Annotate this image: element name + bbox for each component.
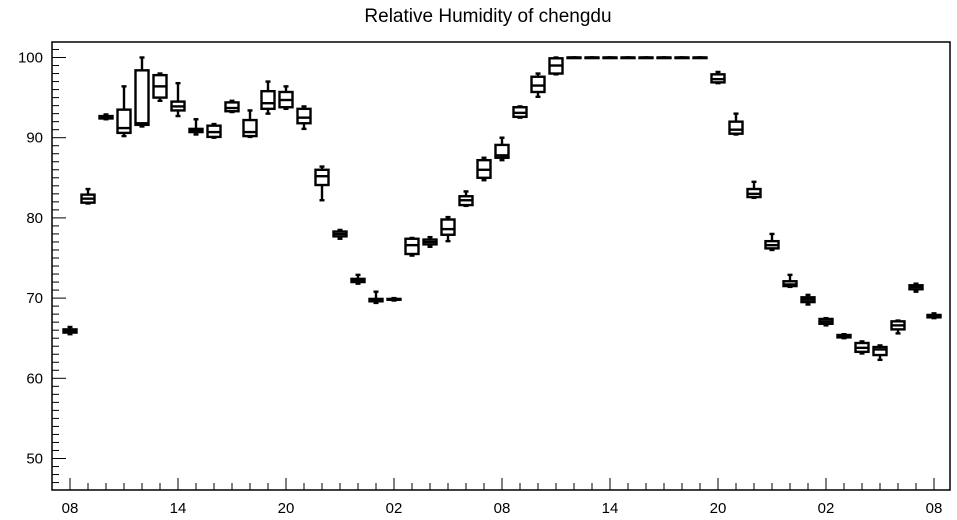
box-9 [224, 99, 240, 114]
box-36 [710, 70, 726, 85]
x-tick-label: 02 [818, 500, 835, 517]
x-tick-label: 02 [386, 500, 403, 517]
box-19 [404, 236, 420, 257]
box-body [440, 218, 456, 236]
box-33 [656, 56, 672, 60]
box-37 [728, 112, 744, 136]
box-body [116, 108, 132, 135]
box-28 [566, 56, 582, 60]
box-series [62, 56, 942, 362]
box-13 [296, 105, 312, 131]
box-42 [818, 316, 834, 327]
box-11 [260, 80, 276, 115]
chart-title: Relative Humidity of chengdu [364, 6, 611, 27]
box-6 [170, 81, 186, 118]
box-2 [98, 113, 114, 121]
box-29 [584, 56, 600, 60]
box-34 [674, 56, 690, 60]
box-23 [476, 156, 492, 182]
box-27 [548, 56, 564, 76]
box-21 [440, 215, 456, 243]
x-tick-label: 08 [926, 500, 943, 517]
box-39 [764, 232, 780, 252]
box-3 [116, 85, 132, 138]
x-tick-label: 14 [170, 500, 187, 517]
y-tick-label: 70 [26, 290, 43, 307]
box-24 [494, 136, 510, 162]
box-body [404, 237, 420, 256]
box-body [296, 107, 312, 125]
box-41 [800, 293, 816, 306]
box-4 [134, 56, 150, 128]
box-26 [530, 72, 546, 98]
box-body [134, 69, 150, 127]
box-17 [368, 290, 384, 305]
box-47 [908, 282, 924, 293]
box-5 [152, 72, 168, 103]
box-40 [782, 273, 798, 289]
y-tick-label: 80 [26, 210, 43, 227]
axis-ticks: 50 60 70 80 90 100 08 14 20 02 08 14 20 02 08 [18, 48, 943, 517]
y-tick-label: 50 [26, 451, 43, 468]
y-tick-label: 100 [18, 50, 43, 67]
box-22 [458, 190, 474, 208]
x-tick-label: 08 [62, 500, 79, 517]
box-1 [80, 187, 96, 205]
box-38 [746, 180, 762, 200]
box-14 [314, 165, 330, 202]
y-tick-label: 60 [26, 370, 43, 387]
x-tick-label: 20 [710, 500, 727, 517]
box-43 [836, 332, 852, 340]
box-body [260, 89, 276, 111]
box-body [224, 101, 240, 113]
box-12 [278, 85, 294, 111]
box-7 [188, 118, 204, 136]
x-tick-label: 20 [278, 500, 295, 517]
box-body [872, 345, 888, 357]
plot-frame [51, 41, 951, 491]
box-32 [638, 56, 654, 60]
box-31 [620, 56, 636, 60]
box-body [530, 75, 546, 94]
box-20 [422, 235, 438, 248]
box-body [728, 120, 744, 135]
box-16 [350, 273, 366, 285]
box-25 [512, 105, 528, 119]
box-8 [206, 122, 222, 139]
box-body [242, 118, 258, 138]
box-15 [332, 228, 348, 240]
box-44 [854, 340, 870, 355]
box-0 [62, 325, 78, 336]
box-body [314, 168, 330, 187]
box-48 [926, 312, 942, 320]
box-35 [692, 56, 708, 60]
y-tick-label: 90 [26, 130, 43, 147]
box-45 [872, 344, 888, 362]
box-46 [890, 319, 906, 335]
x-tick-label: 08 [494, 500, 511, 517]
x-tick-label: 14 [602, 500, 619, 517]
box-18 [386, 296, 402, 302]
box-30 [602, 56, 618, 60]
box-10 [242, 109, 258, 139]
